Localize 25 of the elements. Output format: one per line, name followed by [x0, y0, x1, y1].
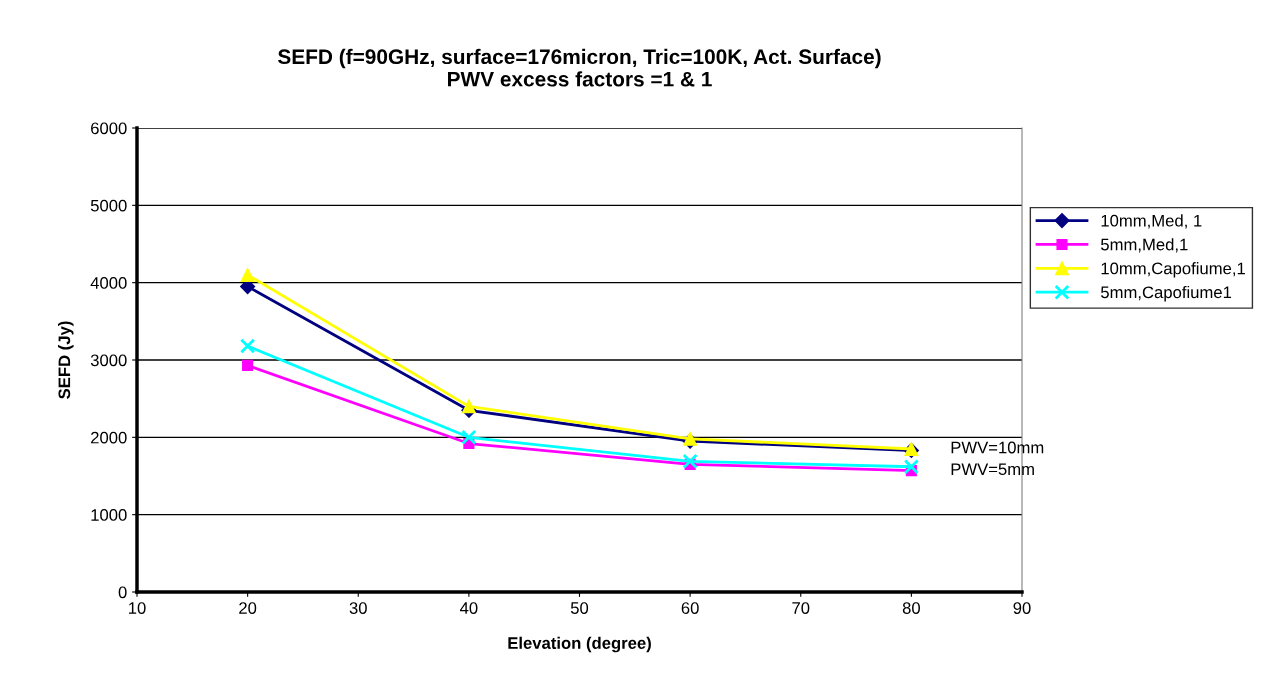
x-tick-label: 90	[1013, 602, 1031, 614]
y-tick-label: 0	[118, 586, 127, 599]
legend-label: 10mm,Med, 1	[1101, 214, 1202, 229]
y-tick-label: 6000	[91, 122, 127, 135]
y-tick-label: 1000	[91, 509, 127, 521]
y-tick-label: 3000	[90, 354, 127, 367]
x-tick-label: 10	[129, 602, 146, 614]
y-tick-label: 5000	[90, 199, 127, 212]
chart-title: SEFD (f=90GHz, surface=176micron, Tric=100K, Act. Surface) PWV excess factors =1 & 1	[278, 48, 881, 87]
x-tick-label: 60	[681, 602, 699, 614]
x-tick-label: 30	[349, 602, 367, 614]
x-tick-label: 50	[570, 602, 589, 614]
x-tick-label: 40	[459, 602, 478, 614]
legend-label: 5mm,Med,1	[1101, 238, 1188, 253]
y-tick-label: 4000	[90, 277, 127, 289]
x-tick-label: 20	[239, 602, 257, 614]
y-axis-title: SEFD (Jy)	[58, 321, 74, 399]
x-tick-label: 70	[792, 602, 810, 614]
x-axis-title: Elevation (degree)	[508, 636, 651, 653]
annotation: PWV=5mm	[951, 463, 1034, 476]
annotation: PWV=10mm	[951, 441, 1044, 454]
x-tick-label: 80	[902, 602, 920, 614]
y-tick-label: 2000	[91, 431, 127, 444]
legend-label: 5mm,Capofiume1	[1101, 285, 1232, 302]
legend-label: 10mm,Capofiume,1	[1101, 262, 1245, 278]
